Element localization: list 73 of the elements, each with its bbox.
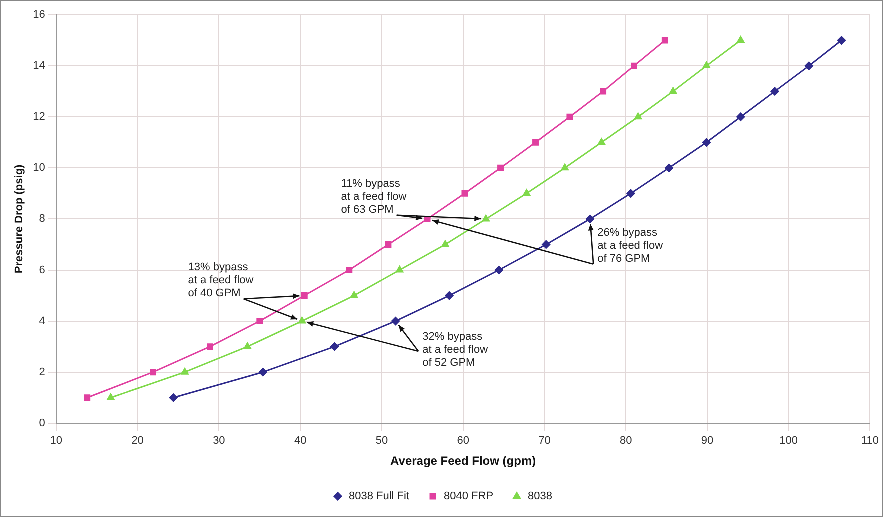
point [392,317,400,326]
legend-label: 8038 Full Fit [348,490,410,503]
point [330,342,340,352]
point [258,368,268,377]
x-tick-label: 40 [294,435,307,448]
y-tick-label: 16 [33,9,46,22]
y-tick-label: 12 [33,111,46,124]
legend-label: 8038 [528,490,553,503]
y-tick-label: 8 [39,213,46,226]
point [150,369,156,376]
point [442,240,450,248]
point [664,164,674,172]
point [385,242,392,248]
point [350,292,358,298]
point [462,190,468,197]
x-axis-title: Average Feed Flow (gpm) [390,454,536,468]
legend-label: 8040 FRP [444,490,494,503]
x-tick-label: 100 [780,435,798,448]
point [532,139,539,146]
point [482,214,490,222]
point [634,112,642,120]
y-axis-title: Pressure Drop (psig) [14,164,26,274]
annotation: 32% bypass at a feed flow of 52 GPM [422,331,488,370]
x-tick-label: 50 [376,435,388,448]
point [244,342,252,350]
point [523,189,531,196]
point [542,240,551,249]
y-tick-label: 2 [39,366,46,378]
point [804,62,814,70]
point [445,292,454,300]
point [838,36,846,45]
point [566,114,574,120]
y-tick-label: 4 [39,315,46,328]
point [298,317,306,324]
point [498,164,504,172]
point [396,266,404,273]
x-tick-label: 60 [457,435,470,448]
point [207,344,214,350]
point [494,266,504,274]
y-tick-label: 10 [33,162,46,174]
point [301,292,308,299]
x-tick-label: 70 [538,435,551,448]
point [736,112,746,122]
point [84,394,91,402]
y-tick-label: 6 [39,264,46,276]
annotation: 11% bypass at a feed flow of 63 GPM [341,178,407,216]
point [702,62,710,69]
y-tick-label: 0 [39,417,46,430]
point [662,37,668,44]
x-tick-label: 10 [50,435,63,448]
x-tick-label: 80 [620,435,632,448]
x-tick-label: 90 [701,435,714,448]
point [626,189,636,198]
point [169,394,178,402]
x-tick-label: 110 [861,435,880,448]
point [631,62,638,70]
point [181,368,189,375]
point [346,267,353,274]
y-tick-label: 14 [33,60,46,72]
point [737,36,745,44]
point [600,88,607,95]
x-tick-label: 20 [132,435,144,448]
point [670,87,678,94]
annotation: 26% bypass at a feed flow of 76 GPM [598,226,664,265]
point [598,138,606,146]
x-tick-label: 30 [213,435,226,448]
point [107,394,115,400]
point [561,164,569,171]
point [702,138,711,147]
point [770,87,780,96]
point [256,318,264,325]
annotation: 13% bypass at a feed flow of 40 GPM [188,262,254,300]
point [586,214,595,224]
